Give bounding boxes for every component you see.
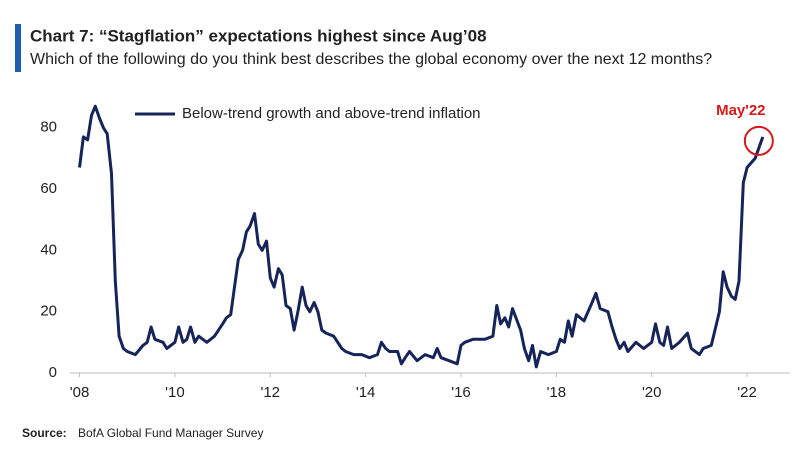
annotation-circle (743, 125, 774, 156)
x-tick-label: '10 (165, 384, 185, 401)
x-tick-label: '14 (356, 384, 376, 401)
source: BofA Global Fund Manager Survey (78, 426, 263, 440)
x-tick-label: '08 (70, 384, 90, 401)
x-tick-label: '20 (642, 384, 662, 401)
x-tick-label: '12 (260, 384, 280, 401)
x-tick-label: '18 (547, 384, 567, 401)
title-bar (15, 24, 21, 72)
source-label: Source: (22, 426, 67, 440)
data-line (78, 104, 765, 369)
y-tick-label: 0 (49, 364, 57, 381)
x-tick-label: '22 (737, 384, 757, 401)
legend-label: Below-trend growth and above-trend infla… (182, 105, 481, 122)
y-tick-label: 60 (40, 180, 57, 197)
y-tick-label: 20 (40, 303, 57, 320)
annotation: May'22 (716, 102, 765, 119)
chart-subtitle: Which of the following do you think best… (30, 51, 712, 68)
y-tick-label: 40 (40, 241, 57, 258)
y-tick-label: 80 (40, 119, 57, 136)
x-tick-label: '16 (451, 384, 471, 401)
chart-title: Chart 7: “Stagflation” expectations high… (30, 26, 487, 45)
